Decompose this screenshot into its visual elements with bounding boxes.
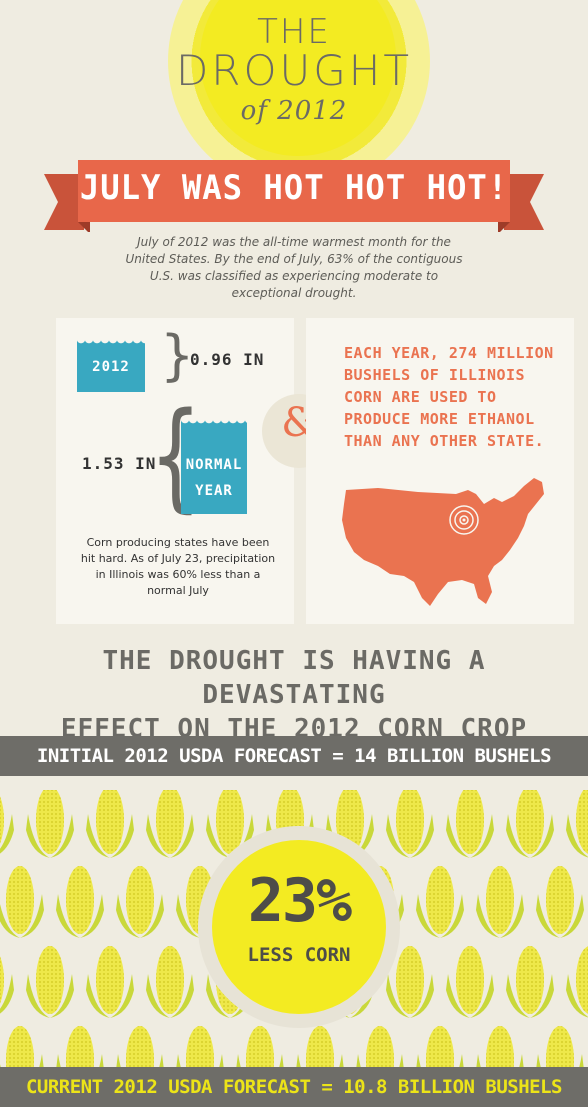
year-2012-box: 2012 [77, 339, 145, 392]
reduction-circle [212, 840, 386, 1014]
corn-cob-icon [386, 790, 434, 858]
normal-year-label-1: NORMAL [185, 457, 243, 473]
normal-year-box: NORMAL YEAR [181, 419, 247, 514]
corn-cob-icon [56, 1026, 104, 1067]
corn-cob-icon [56, 866, 104, 938]
corn-cob-icon [536, 866, 584, 938]
corn-cob-icon [86, 790, 134, 858]
year-2012-value: 0.96 IN [190, 350, 265, 369]
corn-cob-icon [476, 1026, 524, 1067]
corn-cob-icon [356, 1026, 404, 1067]
corn-cob-icon [536, 1026, 584, 1067]
corn-cob-icon [0, 1026, 44, 1067]
brace-icon: } [160, 324, 195, 387]
corn-cob-icon [26, 790, 74, 858]
ribbon-title: JULY WAS HOT HOT HOT! [79, 168, 509, 208]
normal-year-value: 1.53 IN [82, 454, 157, 473]
corn-cob-icon [446, 790, 494, 858]
sun-core [200, 0, 396, 156]
corn-cob-icon [446, 946, 494, 1018]
corn-cob-icon [416, 1026, 464, 1067]
title-line-2: DROUGHT [175, 46, 413, 95]
corn-cob-icon [236, 1026, 284, 1067]
corn-cob-icon [566, 946, 588, 1018]
corn-cob-icon [86, 946, 134, 1018]
illinois-fact: EACH YEAR, 274 MILLION BUSHELS OF ILLINO… [344, 344, 554, 450]
corn-cob-icon [476, 866, 524, 938]
us-map-icon [342, 478, 544, 606]
corn-cob-icon [0, 946, 14, 1018]
corn-cob-icon [416, 866, 464, 938]
reduction-label: LESS CORN [247, 944, 351, 966]
ribbon-banner [44, 160, 544, 232]
intro-paragraph: July of 2012 was the all-time warmest mo… [125, 235, 463, 300]
reduction-percent: 23% [247, 866, 352, 936]
headline: THE DROUGHT IS HAVING A DEVASTATING EFFE… [20, 644, 568, 746]
headline-line-1: THE DROUGHT IS HAVING A DEVASTATING [102, 646, 486, 710]
precipitation-note: Corn producing states have been hit hard… [80, 536, 276, 597]
normal-year-label-2: YEAR [195, 483, 233, 499]
current-forecast-bar: CURRENT 2012 USDA FORECAST = 10.8 BILLIO… [0, 1067, 588, 1107]
initial-forecast-bar: INITIAL 2012 USDA FORECAST = 14 BILLION … [0, 736, 588, 776]
corn-cob-icon [116, 1026, 164, 1067]
title-line-1: THE [257, 12, 331, 52]
corn-cob-icon [506, 790, 554, 858]
corn-cob-icon [146, 946, 194, 1018]
corn-cob-icon [146, 790, 194, 858]
title-line-3: of 2012 [240, 96, 348, 126]
corn-cob-icon [0, 790, 14, 858]
corn-cob-icon [26, 946, 74, 1018]
corn-cob-icon [176, 1026, 224, 1067]
corn-cob-icon [506, 946, 554, 1018]
corn-cob-icon [0, 866, 44, 938]
corn-cob-icon [296, 1026, 344, 1067]
corn-cob-icon [116, 866, 164, 938]
year-2012-label: 2012 [92, 359, 130, 375]
corn-cob-icon [566, 790, 588, 858]
